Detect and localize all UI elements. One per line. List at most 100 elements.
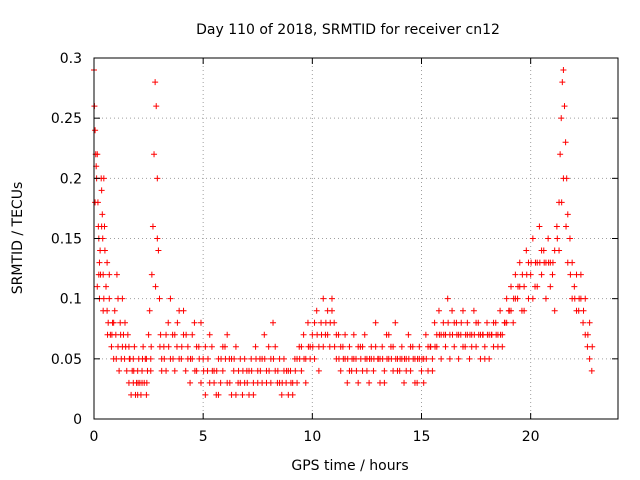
- data-point: [292, 367, 299, 374]
- data-point: [560, 175, 567, 182]
- plot-frame: [93, 57, 619, 420]
- data-point: [187, 379, 194, 386]
- data-point: [122, 319, 129, 326]
- data-point: [571, 283, 578, 290]
- data-point: [108, 331, 115, 338]
- data-point: [222, 355, 229, 362]
- data-point: [254, 379, 261, 386]
- data-point: [470, 307, 477, 314]
- data-point: [104, 259, 111, 266]
- data-point: [143, 379, 150, 386]
- data-point: [549, 271, 556, 278]
- data-point: [116, 367, 123, 374]
- data-point: [113, 355, 120, 362]
- data-point: [101, 247, 108, 254]
- data-points: [91, 67, 596, 398]
- data-point: [215, 391, 222, 398]
- data-point: [206, 331, 213, 338]
- x-tick-label: 10: [303, 429, 321, 445]
- data-point: [265, 343, 272, 350]
- data-point: [363, 367, 370, 374]
- data-point: [183, 331, 190, 338]
- data-point: [320, 295, 327, 302]
- data-point: [155, 247, 162, 254]
- x-axis-label: GPS time / hours: [291, 458, 408, 474]
- data-point: [573, 307, 580, 314]
- data-point: [401, 379, 408, 386]
- data-point: [200, 367, 207, 374]
- data-point: [324, 331, 331, 338]
- data-point: [561, 103, 568, 110]
- data-point: [113, 271, 120, 278]
- data-point: [534, 283, 541, 290]
- data-point: [248, 367, 255, 374]
- data-point: [559, 79, 566, 86]
- data-point: [154, 175, 161, 182]
- data-point: [473, 319, 480, 326]
- data-point: [536, 223, 543, 230]
- data-point: [148, 343, 155, 350]
- data-point: [115, 295, 122, 302]
- data-point: [466, 355, 473, 362]
- data-point: [398, 343, 405, 350]
- data-point: [385, 331, 392, 338]
- data-point: [490, 319, 497, 326]
- data-point: [261, 331, 268, 338]
- data-point: [287, 379, 294, 386]
- data-point: [139, 355, 146, 362]
- data-point: [422, 331, 429, 338]
- data-point: [106, 295, 113, 302]
- data-point: [459, 343, 466, 350]
- data-point: [429, 367, 436, 374]
- data-point: [523, 247, 530, 254]
- y-tick-label: 0.3: [60, 51, 82, 67]
- data-point: [241, 355, 248, 362]
- data-point: [152, 283, 159, 290]
- data-point: [582, 295, 589, 302]
- data-point: [431, 319, 438, 326]
- data-point: [219, 367, 226, 374]
- data-point: [508, 283, 515, 290]
- data-point: [250, 391, 257, 398]
- data-point: [320, 343, 327, 350]
- data-point: [231, 355, 238, 362]
- data-point: [149, 223, 156, 230]
- data-point: [563, 223, 570, 230]
- data-point: [451, 319, 458, 326]
- data-point: [98, 187, 105, 194]
- data-point: [152, 79, 159, 86]
- data-point: [232, 343, 239, 350]
- data-point: [119, 343, 126, 350]
- data-point: [174, 319, 181, 326]
- data-point: [392, 319, 399, 326]
- data-point: [337, 367, 344, 374]
- data-point: [557, 151, 564, 158]
- data-point: [165, 319, 172, 326]
- data-point: [361, 331, 368, 338]
- data-point: [355, 379, 362, 386]
- data-point: [103, 283, 110, 290]
- data-point: [232, 391, 239, 398]
- data-point: [411, 379, 418, 386]
- data-point: [589, 343, 596, 350]
- data-point: [429, 355, 436, 362]
- data-point: [100, 175, 107, 182]
- data-point: [124, 331, 131, 338]
- data-point: [407, 343, 414, 350]
- data-point: [344, 379, 351, 386]
- data-point: [562, 139, 569, 146]
- data-point: [497, 307, 504, 314]
- data-point: [484, 319, 490, 326]
- data-point: [202, 343, 209, 350]
- data-point: [529, 235, 536, 242]
- data-point: [423, 355, 430, 362]
- data-point: [278, 391, 285, 398]
- data-point: [446, 355, 453, 362]
- data-point: [92, 127, 99, 134]
- data-point: [342, 331, 349, 338]
- y-tick-labels: 0 0.05 0.1 0.15 0.2 0.25 0.3: [51, 51, 82, 428]
- x-tick-label: 5: [199, 429, 208, 445]
- x-tick-label: 0: [90, 429, 99, 445]
- data-point: [191, 319, 198, 326]
